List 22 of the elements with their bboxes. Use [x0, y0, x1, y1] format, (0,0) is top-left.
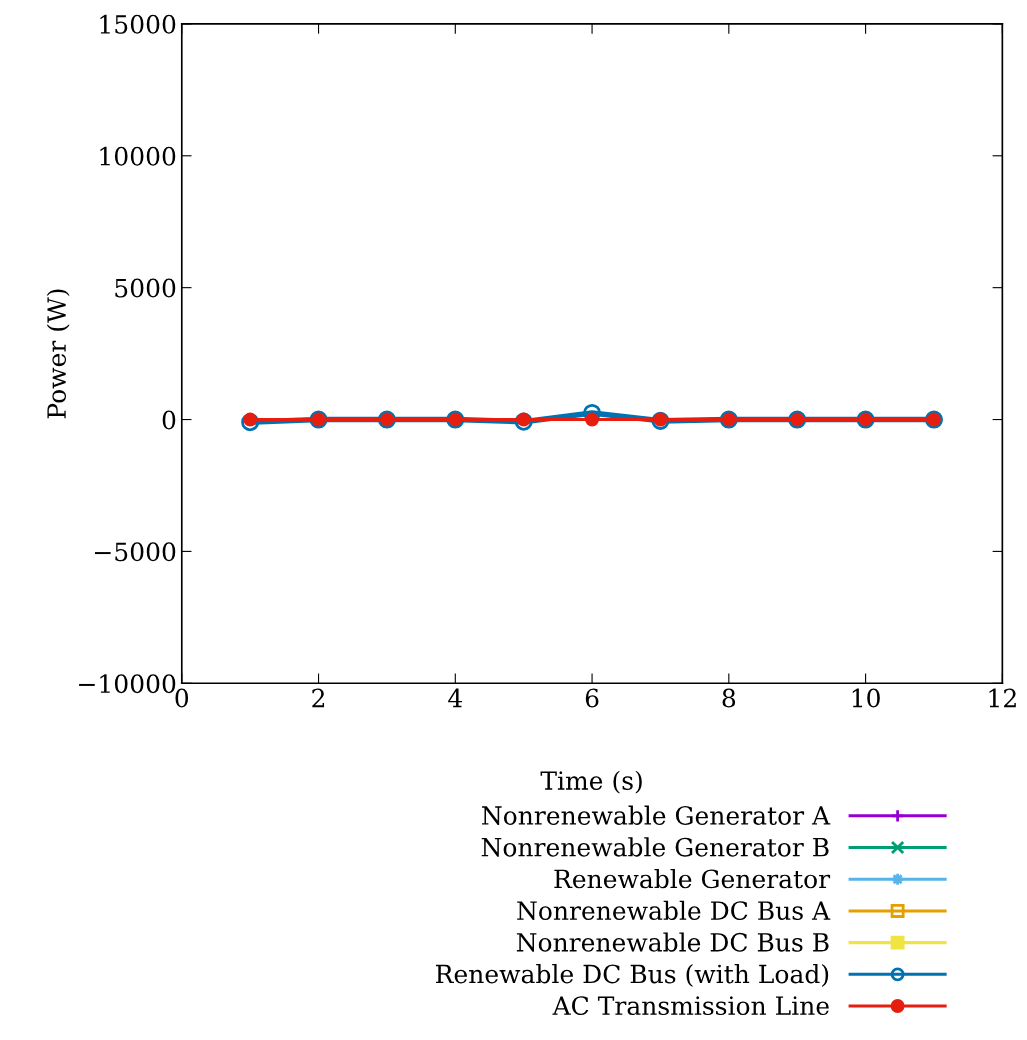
y-tick-label: 5000 [115, 278, 176, 298]
y-tick-label: −5000 [94, 542, 176, 562]
legend-label: Renewable Generator [554, 868, 831, 889]
x-tick-label: 4 [448, 688, 462, 708]
x-tick-label: 6 [585, 688, 599, 708]
x-axis-title: Time (s) [540, 770, 642, 794]
x-tick-label: 12 [989, 688, 1016, 708]
x-tick-label: 10 [852, 688, 880, 708]
y-tick-label: −10000 [79, 674, 176, 694]
y-tick-label: 0 [162, 410, 176, 430]
legend-label: Renewable DC Bus (with Load) [436, 964, 829, 987]
y-axis-title: Power (W) [46, 289, 70, 419]
y-tick-label: 15000 [100, 14, 176, 34]
legend-label: Nonrenewable DC Bus A [517, 900, 831, 921]
y-tick-label: 10000 [100, 146, 176, 166]
legend-label: Nonrenewable DC Bus B [516, 932, 829, 952]
x-tick-label: 0 [175, 688, 189, 708]
x-tick-label: 2 [312, 688, 325, 708]
x-tick-label: 8 [722, 688, 736, 708]
legend-label: Nonrenewable Generator A [482, 805, 831, 825]
legend-label: AC Transmission Line [552, 996, 829, 1016]
legend-label: Nonrenewable Generator B [481, 837, 829, 857]
